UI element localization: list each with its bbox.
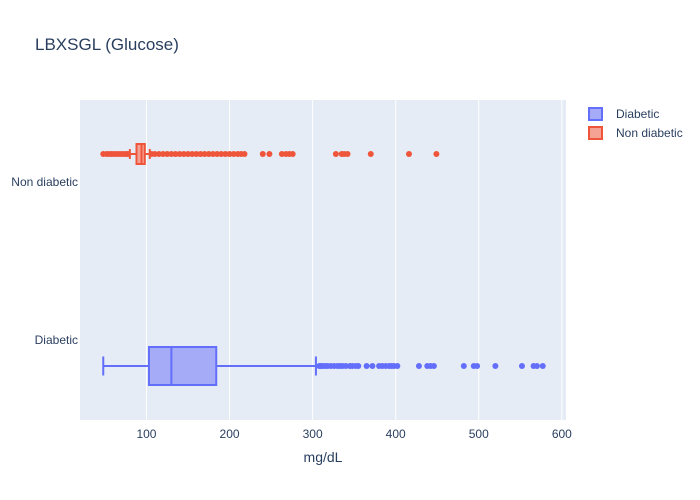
outlier-point-non-diabetic-46 [405, 151, 412, 157]
outlier-point-non-diabetic-19 [180, 151, 187, 157]
box-trace-diabetic [102, 346, 546, 386]
y-tick-label-non-diabetic: Non diabetic [11, 175, 78, 189]
outlier-point-non-diabetic-28 [218, 151, 225, 157]
outlier-point-non-diabetic-23 [197, 151, 204, 157]
outlier-point-diabetic-23 [394, 363, 401, 369]
x-axis-ticks: 100 200 300 400 500 600 [136, 427, 572, 441]
outlier-point-non-diabetic-16 [168, 151, 175, 157]
boxes [100, 143, 546, 386]
outlier-point-non-diabetic-35 [259, 151, 266, 157]
x-tick-label-500: 500 [469, 427, 489, 441]
outlier-point-diabetic-35 [539, 363, 546, 369]
outlier-point-non-diabetic-15 [164, 151, 171, 157]
outlier-point-non-diabetic-31 [230, 151, 237, 157]
outlier-point-non-diabetic-17 [172, 151, 179, 157]
y-tick-label-diabetic: Diabetic [35, 333, 78, 347]
outlier-point-diabetic-14 [355, 363, 362, 369]
outlier-point-diabetic-28 [460, 363, 467, 369]
outlier-point-non-diabetic-45 [367, 151, 374, 157]
chart-title: LBXSGL (Glucose) [35, 35, 179, 54]
outlier-point-non-diabetic-34 [241, 151, 248, 157]
outlier-point-non-diabetic-24 [201, 151, 208, 157]
outlier-point-diabetic-15 [363, 363, 370, 369]
outlier-point-non-diabetic-12 [151, 151, 158, 157]
outlier-point-non-diabetic-37 [278, 151, 285, 157]
outlier-point-non-diabetic-29 [222, 151, 229, 157]
outlier-point-diabetic-34 [533, 363, 540, 369]
x-tick-label-600: 600 [552, 427, 572, 441]
legend-swatch-non-diabetic [588, 126, 603, 140]
outlier-point-non-diabetic-41 [332, 151, 339, 157]
outlier-point-diabetic-30 [474, 363, 481, 369]
box-trace-non-diabetic [100, 143, 440, 165]
outlier-point-non-diabetic-25 [205, 151, 212, 157]
outlier-point-non-diabetic-27 [214, 151, 221, 157]
legend-label-non-diabetic: Non diabetic [616, 126, 683, 140]
outlier-point-non-diabetic-20 [185, 151, 191, 157]
outlier-point-non-diabetic-47 [433, 151, 440, 157]
outlier-point-non-diabetic-22 [193, 151, 200, 157]
outlier-point-non-diabetic-40 [289, 151, 296, 157]
legend-label-diabetic: Diabetic [616, 107, 659, 121]
x-axis-title: mg/dL [304, 449, 343, 465]
legend[interactable]: Diabetic Non diabetic [588, 107, 683, 140]
outlier-point-non-diabetic-18 [176, 151, 183, 157]
x-tick-label-300: 300 [303, 427, 323, 441]
outlier-point-diabetic-16 [369, 363, 376, 369]
x-tick-label-400: 400 [386, 427, 406, 441]
outlier-point-non-diabetic-30 [226, 151, 233, 157]
box-iqr-diabetic [147, 346, 218, 386]
outlier-point-diabetic-31 [492, 363, 499, 369]
outlier-point-non-diabetic-14 [160, 151, 167, 157]
y-axis-ticks: Diabetic Non diabetic [11, 175, 78, 347]
x-tick-label-200: 200 [220, 427, 240, 441]
legend-item-non-diabetic[interactable]: Non diabetic [588, 126, 683, 140]
outlier-point-diabetic-27 [430, 363, 437, 369]
outlier-point-non-diabetic-21 [189, 151, 196, 157]
outlier-point-non-diabetic-26 [209, 151, 216, 157]
legend-item-diabetic[interactable]: Diabetic [588, 107, 659, 121]
outlier-point-non-diabetic-36 [266, 151, 273, 157]
outlier-point-non-diabetic-44 [344, 151, 351, 157]
x-tick-label-100: 100 [136, 427, 156, 441]
outlier-point-non-diabetic-13 [155, 151, 162, 157]
legend-swatch-diabetic [588, 107, 603, 121]
outlier-point-diabetic-32 [518, 363, 525, 369]
outlier-point-non-diabetic-10 [125, 151, 132, 157]
outlier-point-diabetic-24 [415, 363, 422, 369]
outlier-point-diabetic-10 [342, 363, 349, 369]
